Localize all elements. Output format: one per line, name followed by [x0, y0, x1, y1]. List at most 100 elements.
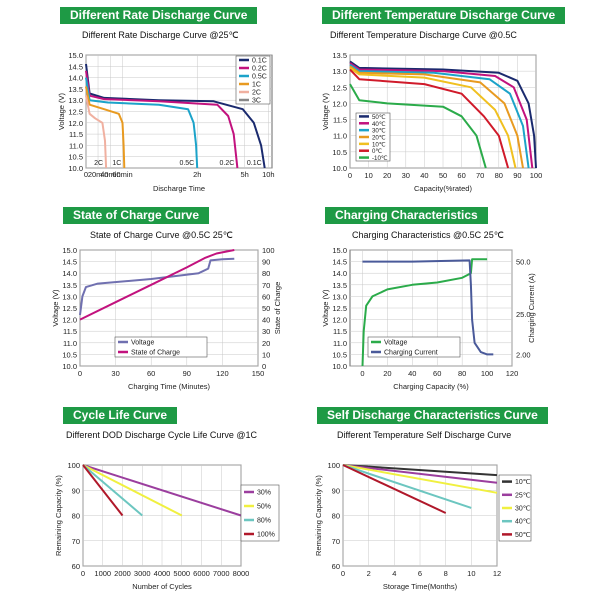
panel-temperature-discharge: Different Temperature Discharge Curve Di… [300, 0, 600, 200]
x-tick-label: 20 [383, 369, 391, 378]
x-axis-label: Number of Cycles [132, 582, 192, 591]
y-tick-label: 15.0 [332, 246, 347, 255]
y-tick-label: 10.5 [62, 350, 77, 359]
y2-tick-label: 60 [262, 292, 270, 301]
x-tick-label: 0 [341, 569, 345, 578]
y-tick-label: 60 [72, 562, 80, 571]
x-tick-label: 90 [183, 369, 191, 378]
legend-label: 40℃ [515, 519, 531, 526]
y-tick-label: 100 [67, 461, 80, 470]
panel-cycle-life: Cycle Life Curve Different DOD Discharge… [0, 400, 300, 600]
y-tick-label: 11.5 [333, 327, 347, 336]
y-tick-label: 10.0 [332, 362, 347, 371]
y-tick-label: 10.0 [68, 164, 83, 173]
legend-label: 80% [257, 518, 271, 525]
series-line-80% [82, 464, 143, 517]
panel-state-of-charge: State of Charge Curve State of Charge Cu… [0, 200, 300, 400]
legend-label: 1C [252, 82, 261, 89]
x-tick-label: 20min [88, 170, 108, 179]
series-line-State of Charge [79, 249, 235, 321]
series-line-50℃ [342, 464, 447, 514]
x-axis-label: Discharge Time [153, 184, 205, 193]
x-tick-label: 8000 [233, 569, 250, 578]
y-tick-label: 13.0 [332, 67, 347, 76]
x-tick-label: 5h [240, 170, 248, 179]
x-tick-label: 0 [360, 369, 364, 378]
y2-tick-label: 10 [262, 350, 270, 359]
y-axis-label: Voltage (V) [321, 92, 330, 130]
y-tick-label: 10.0 [332, 164, 347, 173]
rate-annotation: 2C [94, 160, 103, 167]
legend-label: -10℃ [372, 155, 388, 162]
y-tick-label: 11.0 [69, 141, 83, 150]
x-tick-label: 50 [439, 171, 447, 180]
y-tick-label: 12.5 [68, 108, 83, 117]
legend-label: Voltage [131, 340, 154, 347]
chart-state-of-charge: 10.0 10.5 11.0 11.5 12.0 12.5 13.0 13.5 14.0 14.5… [51, 246, 282, 391]
y-tick-label: 12.5 [332, 304, 347, 313]
x-tick-label: 30 [111, 369, 119, 378]
banner-rate-discharge: Different Rate Discharge Curve [60, 7, 258, 24]
series-line-0.1C [85, 63, 266, 169]
x-tick-label: 90 [513, 171, 521, 180]
x-tick-label: 6000 [193, 569, 210, 578]
y-tick-label: 11.5 [333, 116, 347, 125]
chart-title: State of Charge Curve @0.5C 25℃ [90, 230, 233, 240]
x-tick-label: 60 [147, 369, 155, 378]
banner-state-of-charge: State of Charge Curve [63, 207, 210, 224]
series-line-Voltage [79, 257, 235, 316]
legend-label: 50% [257, 504, 271, 511]
x-tick-label: 80 [458, 369, 466, 378]
y-tick-label: 11.0 [63, 339, 77, 348]
series-line-30℃ [349, 63, 530, 169]
y-tick-label: 13.5 [62, 281, 77, 290]
x-tick-label: 4000 [154, 569, 171, 578]
y-tick-label: 11.5 [69, 130, 83, 139]
x-tick-label: 60min [112, 170, 132, 179]
y-tick-label: 12.0 [62, 316, 77, 325]
x-tick-label: 8 [444, 569, 448, 578]
series-line-50% [82, 464, 183, 517]
legend-box [240, 484, 280, 542]
legend-label: 0.2C [252, 66, 267, 73]
y-axis-label: Remaining Capacity (%) [314, 475, 323, 556]
x-tick-label: 70 [476, 171, 484, 180]
series-line-50℃ [349, 60, 537, 169]
y-tick-label: 70 [332, 537, 340, 546]
legend-label: 50℃ [515, 532, 531, 539]
series-line-10℃ [342, 464, 498, 477]
x-tick-label: 7000 [213, 569, 230, 578]
x-tick-label: 6 [418, 569, 422, 578]
x-tick-label: 40 [408, 369, 416, 378]
x-tick-label: 150 [252, 369, 265, 378]
x-tick-label: 3000 [134, 569, 151, 578]
y2-tick-label: 20 [262, 339, 270, 348]
y2-tick-label: 25.0 [516, 310, 531, 319]
panel-self-discharge: Self Discharge Characteristics Curve Dif… [300, 400, 600, 600]
y-tick-label: 14.5 [62, 258, 77, 267]
x-tick-label: 5000 [173, 569, 190, 578]
series-line-0.5C [85, 77, 199, 169]
legend-label: 10℃ [372, 141, 386, 148]
legend-label: 20℃ [372, 135, 386, 142]
series-line-30℃ [342, 464, 498, 494]
x-tick-label: 60 [433, 369, 441, 378]
legend-label: 30℃ [515, 506, 531, 513]
series-line-0℃ [349, 68, 510, 169]
chart-title: Different Temperature Discharge Curve @0… [330, 30, 517, 40]
y-tick-label: 12.5 [62, 304, 77, 313]
x-tick-label: 0 [84, 170, 88, 179]
series-line-40℃ [342, 464, 472, 509]
legend-label: State of Charge [131, 350, 180, 357]
y2-tick-label: 80 [262, 269, 270, 278]
y-tick-label: 80 [332, 512, 340, 521]
y-tick-label: 90 [332, 486, 340, 495]
legend-label: Charging Current [384, 350, 438, 357]
y2-tick-label: 50.0 [516, 258, 531, 267]
series-line-Voltage [361, 258, 488, 367]
y2-tick-label: 0 [262, 362, 266, 371]
rate-annotation: 1C [112, 160, 121, 167]
y-tick-label: 10.0 [62, 362, 77, 371]
y-tick-label: 13.0 [332, 292, 347, 301]
